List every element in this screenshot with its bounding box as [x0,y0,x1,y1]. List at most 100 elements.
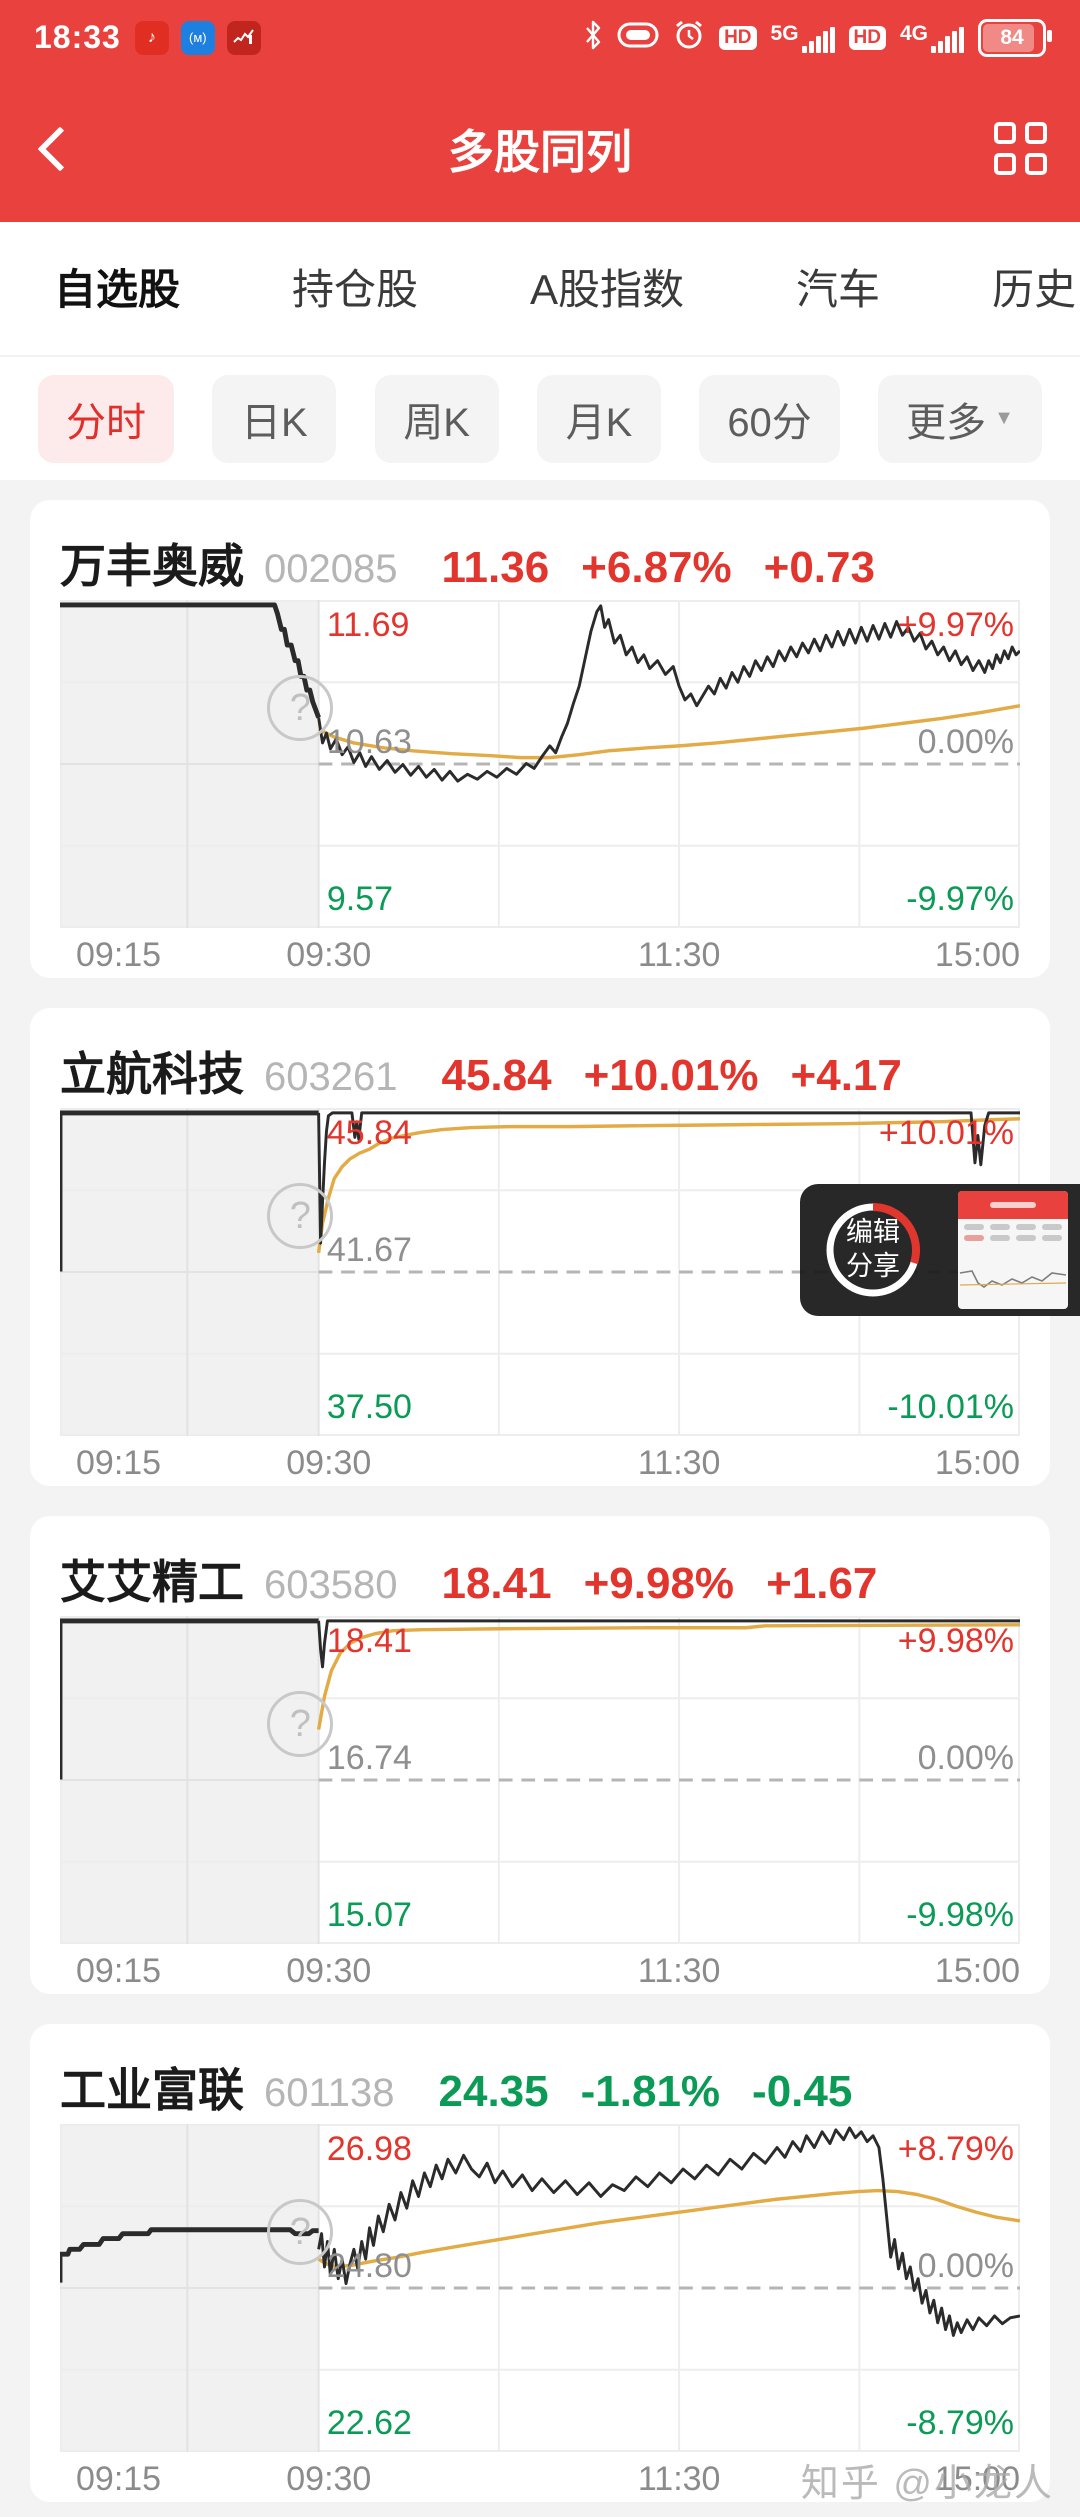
status-bar: 18:33 ♪ (м) HD 5G HD 4G [0,0,1080,75]
chart-zero-percent-label: 0.00% [917,723,1014,761]
chart-prevclose-label: 10.63 [326,723,412,761]
music-app-icon: ♪ [134,20,169,55]
tab-0[interactable]: 自选股 [54,266,181,313]
period-tab-label: 60分 [727,400,812,445]
stock-header[interactable]: 万丰奥威 002085 11.36 +6.87% +0.73 [60,500,1020,596]
tab-3[interactable]: 汽车 [796,266,881,313]
time-1500: 15:00 [934,2460,1020,2498]
stock-app-icon [226,20,261,55]
question-mark-icon[interactable]: ? [267,1183,334,1250]
stock-change-amount: +1.67 [766,1559,878,1608]
chart-high-label: 11.69 [326,606,410,644]
stock-name: 立航科技 [60,1048,244,1100]
stock-change-percent: +6.87% [581,543,732,592]
stock-header[interactable]: 艾艾精工 603580 18.41 +9.98% +1.67 [60,1516,1020,1612]
stock-header[interactable]: 工业富联 601138 24.35 -1.81% -0.45 [60,2024,1020,2120]
question-mark-icon[interactable]: ? [267,675,334,742]
stock-card-list: 万丰奥威 002085 11.36 +6.87% +0.73 11.69 +9.… [30,500,1050,2502]
time-1130: 11:30 [637,1952,721,1990]
signal-5g: 5G [771,23,835,53]
time-0930: 09:30 [286,1444,372,1482]
chart-zero-percent-label: 0.00% [917,2247,1014,2285]
stock-code: 603580 [264,1563,398,1607]
signal-bars-4g [931,26,964,53]
intraday-chart[interactable]: 18.41 +9.98% 16.74 0.00% 15.07 -9.98% ? [60,1616,1020,1944]
chart-canvas [60,1108,1020,1436]
time-1500: 15:00 [934,1444,1020,1482]
stock-header[interactable]: 立航科技 603261 45.84 +10.01% +4.17 [60,1008,1020,1104]
intraday-chart[interactable]: 45.84 +10.01% 41.67 37.50 -10.01% ? [60,1108,1020,1436]
edit-share-button[interactable]: 编辑 分享 [800,1184,1080,1316]
period-tab-4[interactable]: 60分 [699,374,840,463]
chart-low-label: 22.62 [326,2404,412,2442]
chart-prevclose-label: 41.67 [326,1231,412,1269]
period-tab-1[interactable]: 日K [212,374,337,463]
nfc-icon [617,20,659,55]
period-tab-3[interactable]: 月K [536,374,661,463]
period-tab-label: 分时 [66,400,146,445]
intraday-chart[interactable]: 11.69 +9.97% 10.63 0.00% 9.57 -9.97% ? [60,600,1020,928]
time-0915: 09:15 [76,1952,162,1990]
stock-name: 艾艾精工 [60,1556,244,1608]
stock-card: 工业富联 601138 24.35 -1.81% -0.45 26.98 +8.… [30,2024,1050,2502]
time-axis: 09:15 09:30 11:30 15:00 [60,2454,1020,2500]
chart-min-percent-label: -9.98% [906,1896,1014,1934]
app-header: 18:33 ♪ (м) HD 5G HD 4G [0,0,1080,222]
stock-change-amount: +0.73 [763,543,875,592]
chart-max-percent-label: +8.79% [897,2130,1014,2168]
tab-4[interactable]: 历史 [992,266,1077,313]
stock-code: 603261 [264,1055,398,1099]
chart-max-percent-label: +9.98% [897,1622,1014,1660]
period-tab-5[interactable]: 更多 ▼ [878,374,1042,463]
stock-change-percent: -1.81% [580,2067,721,2116]
chart-canvas [60,2124,1020,2452]
tab-1[interactable]: 持仓股 [292,266,419,313]
hd-badge-1: HD [719,25,757,50]
grid-view-button[interactable] [960,75,1080,222]
question-mark-icon[interactable]: ? [267,1691,334,1758]
chart-high-label: 18.41 [326,1622,412,1660]
battery-icon: 84 [978,18,1052,57]
time-0930: 09:30 [286,1952,372,1990]
time-1130: 11:30 [637,936,721,974]
time-1500: 15:00 [934,936,1020,974]
bluetooth-icon [583,20,603,55]
signal-4g: 4G [900,23,964,53]
chart-max-percent-label: +9.97% [897,606,1014,644]
time-0915: 09:15 [76,936,162,974]
period-tab-0[interactable]: 分时 [38,374,174,463]
chart-min-percent-label: -8.79% [906,2404,1014,2442]
tab-2[interactable]: A股指数 [530,266,685,313]
time-0930: 09:30 [286,936,372,974]
stock-price: 11.36 [441,543,550,592]
chart-high-label: 45.84 [326,1114,412,1152]
chart-prevclose-label: 24.80 [326,2247,412,2285]
stock-name: 工业富联 [60,2064,244,2116]
time-1500: 15:00 [934,1952,1020,1990]
period-tab-label: 日K [240,400,308,445]
chart-low-label: 15.07 [326,1896,412,1934]
stock-card: 万丰奥威 002085 11.36 +6.87% +0.73 11.69 +9.… [30,500,1050,978]
stock-code: 002085 [264,547,398,591]
watermark: 知乎 @小龙人 [800,2463,1054,2505]
question-mark-icon[interactable]: ? [267,2199,334,2266]
stock-card: 立航科技 603261 45.84 +10.01% +4.17 45.84 +1… [30,1008,1050,1486]
period-tabs: 分时 日K 周K 月K 60分 更多 ▼ [0,355,1080,480]
time-axis: 09:15 09:30 11:30 15:00 [60,1946,1020,1992]
grid-icon [993,122,1047,175]
watchlist-tabs: 自选股 持仓股 A股指数 汽车 历史 [0,222,1080,355]
chart-low-label: 9.57 [326,880,394,918]
time-0915: 09:15 [76,1444,162,1482]
period-tab-2[interactable]: 周K [374,374,499,463]
period-tab-label: 更多 [906,400,987,445]
hd-badge-2: HD [848,25,886,50]
stock-price: 45.84 [441,1051,552,1100]
time-1130: 11:30 [637,1444,721,1482]
stock-change-amount: -0.45 [752,2067,853,2116]
edit-share-ring-icon[interactable]: 编辑 分享 [824,1201,922,1299]
share-thumbnail [958,1191,1068,1309]
stock-change-amount: +4.17 [790,1051,902,1100]
intraday-chart[interactable]: 26.98 +8.79% 24.80 0.00% 22.62 -8.79% ? [60,2124,1020,2452]
notification-app-icons: ♪ (м) [134,20,261,55]
alarm-icon [673,19,705,56]
